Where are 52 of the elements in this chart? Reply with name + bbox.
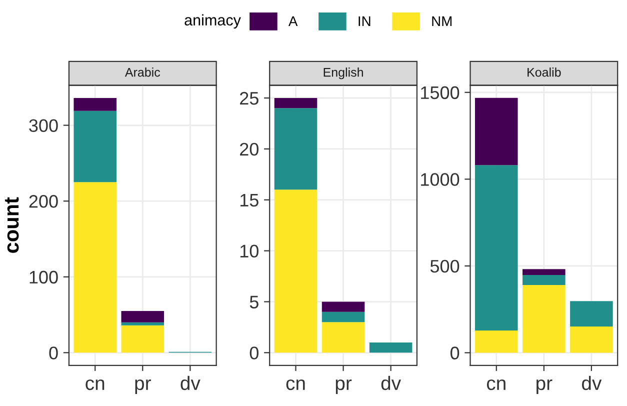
x-tick-label: dv xyxy=(582,376,602,390)
bar xyxy=(274,98,318,108)
x-tick-label: cn xyxy=(486,379,506,390)
legend-label: IN xyxy=(358,16,370,26)
bar xyxy=(369,342,412,353)
y-tick-label: 10 xyxy=(240,244,258,258)
bar xyxy=(74,110,116,182)
bar xyxy=(475,98,518,166)
bar xyxy=(121,310,164,322)
y-tick-label: 1000 xyxy=(421,173,460,186)
y-tick-label: 25 xyxy=(240,92,258,105)
x-tick-label: cn xyxy=(86,379,104,390)
chart-title: English xyxy=(324,68,363,80)
y-tick-label: 20 xyxy=(240,142,258,156)
y-axis-title: count xyxy=(4,197,19,253)
bar xyxy=(475,330,518,353)
bar xyxy=(522,269,566,275)
bar xyxy=(322,312,365,322)
x-tick-label: dv xyxy=(180,376,200,390)
x-tick-label: pr xyxy=(536,379,552,394)
y-tick-label: 500 xyxy=(430,260,460,273)
bar xyxy=(74,98,116,111)
bar xyxy=(570,326,613,353)
chart-title: Arabic xyxy=(124,68,160,77)
bar xyxy=(74,182,116,353)
bar xyxy=(570,301,613,327)
x-tick-label: cn xyxy=(286,379,305,390)
legend-label: NM xyxy=(432,16,452,26)
x-tick-label: pr xyxy=(336,379,352,394)
y-tick-label: 5 xyxy=(250,296,258,308)
y-tick-label: 0 xyxy=(450,346,460,360)
legend-label: A xyxy=(288,16,298,26)
bar xyxy=(121,322,164,326)
bar xyxy=(522,274,566,286)
bar xyxy=(121,325,164,353)
bar xyxy=(322,302,365,312)
bar xyxy=(522,285,566,353)
y-tick-label: 0 xyxy=(49,346,58,360)
legend-title: animacy xyxy=(184,14,241,29)
y-tick-label: 200 xyxy=(29,195,58,208)
bar xyxy=(274,190,318,353)
y-tick-label: 300 xyxy=(29,119,58,132)
x-tick-label: dv xyxy=(381,376,402,390)
x-tick-label: pr xyxy=(135,379,151,394)
y-tick-label: 100 xyxy=(30,270,58,284)
y-tick-label: 0 xyxy=(250,346,258,360)
y-tick-label: 1500 xyxy=(421,86,460,100)
bar xyxy=(274,108,318,190)
bar xyxy=(322,322,365,353)
y-tick-label: 15 xyxy=(240,194,258,207)
bar xyxy=(475,165,518,331)
chart-title: Koalib xyxy=(528,68,561,77)
